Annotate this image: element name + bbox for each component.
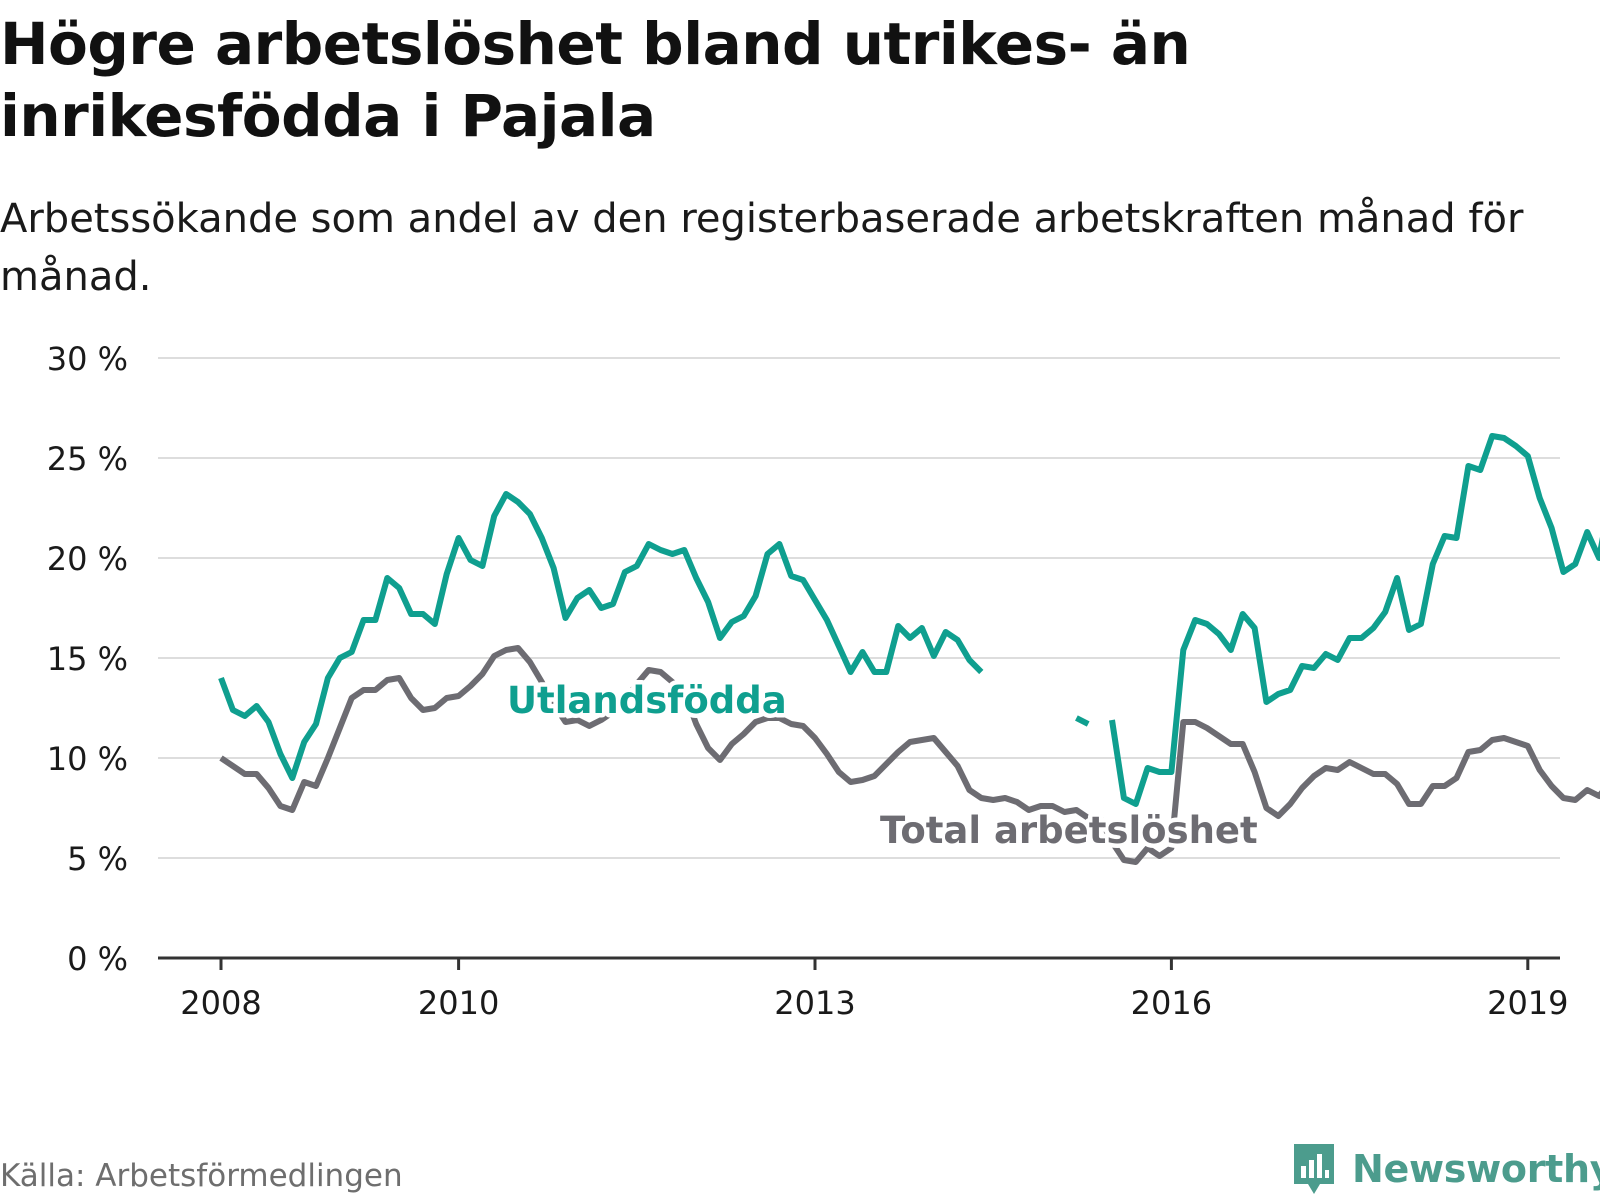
series-lines <box>218 433 1600 865</box>
series-line-foreign <box>218 433 1600 807</box>
y-tick-label: 10 % <box>47 740 128 778</box>
brand-name: Newsworthy <box>1352 1147 1600 1191</box>
y-tick-label: 15 % <box>47 640 128 678</box>
y-tick-label: 30 % <box>47 340 128 378</box>
brand-logo: Newsworthy <box>1290 1140 1600 1198</box>
x-tick-label: 2013 <box>774 984 855 1022</box>
newsworthy-logo-icon <box>1294 1144 1334 1194</box>
x-tick-label: 2016 <box>1131 984 1212 1022</box>
x-axis <box>158 956 1560 970</box>
x-tick-label: 2008 <box>180 984 261 1022</box>
y-tick-label: 5 % <box>67 840 128 878</box>
chart-subtitle: Arbetssökande som andel av den registerb… <box>0 196 1524 300</box>
chart-title: Högre arbetslöshet bland utrikes- än inr… <box>0 10 1191 150</box>
series-label-total: Total arbetslöshet <box>880 809 1258 852</box>
series-label-foreign: Utlandsfödda <box>507 679 787 722</box>
series-line-total <box>219 645 1600 865</box>
x-axis-tick-labels: 2008201020132016201920222024 <box>180 984 1568 1022</box>
y-axis-tick-labels: 0 % 5 % 10 % 15 % 20 % 25 % 30 % <box>47 340 128 978</box>
y-tick-label: 0 % <box>67 940 128 978</box>
source-note: Källa: Arbetsförmedlingen <box>0 1158 403 1194</box>
x-tick-label: 2010 <box>418 984 499 1022</box>
x-tick-label: 2019 <box>1487 984 1568 1022</box>
y-tick-label: 25 % <box>47 440 128 478</box>
y-tick-label: 20 % <box>47 540 128 578</box>
line-chart: 0 % 5 % 10 % 15 % 20 % 25 % 30 % 2008 2010 2013 2… <box>47 340 1600 1022</box>
